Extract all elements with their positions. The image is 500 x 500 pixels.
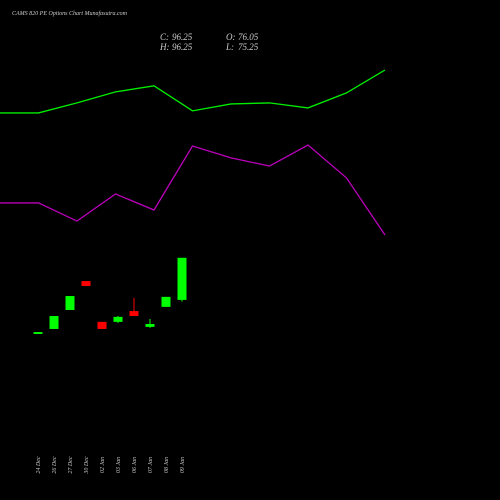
x-tick-label: 02 Jan [100,457,106,473]
candle-body [177,257,187,300]
ohlc-value: 96.25 [172,32,193,42]
x-tick-label: 24 Dec [35,456,42,473]
x-tick-label: 03 Jan [116,457,122,473]
x-tick-label: 06 Jan [132,457,138,473]
ohlc-value: 75.25 [238,42,259,52]
candle-body [97,321,107,329]
ohlc-label: L: [225,42,234,52]
x-tick-label: 09 Jan [180,457,186,473]
candle-body [33,332,43,334]
ohlc-label: H: [159,42,170,52]
x-tick-label: 08 Jan [164,457,170,473]
chart-title: CAMS 820 PE Options Chart Munafasutra.co… [12,10,128,17]
x-tick-label: 26 Dec [52,456,58,473]
candle-body [161,296,171,307]
candle-body [81,281,91,287]
candle-body [65,296,75,310]
x-tick-label: 27 Dec [68,456,74,473]
candle-body [49,316,59,329]
x-tick-label: 30 Dec [84,456,90,474]
indicator-line [0,144,386,236]
candle-body [145,323,155,327]
candle-body [129,311,139,317]
ohlc-value: 96.25 [172,42,193,52]
ohlc-value: 76.05 [238,32,259,42]
indicator-line [0,69,386,114]
ohlc-label: O: [226,32,236,42]
candle-body [113,316,123,322]
x-tick-label: 07 Jan [148,457,154,473]
ohlc-label: C: [160,32,169,42]
